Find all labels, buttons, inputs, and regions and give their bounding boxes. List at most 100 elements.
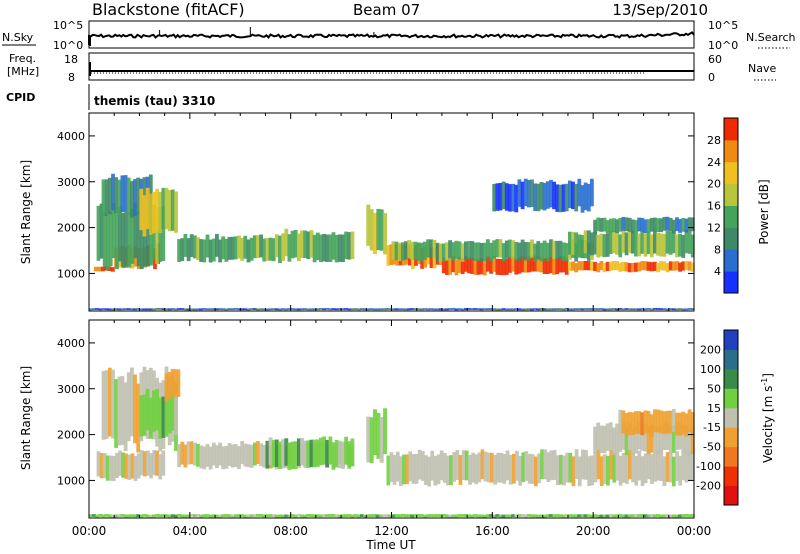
data-cell	[662, 422, 667, 451]
data-cell	[350, 231, 355, 259]
data-cell	[574, 263, 579, 273]
data-cell	[224, 514, 229, 517]
data-cell	[558, 308, 563, 310]
data-cell	[174, 308, 178, 311]
data-cell	[161, 308, 166, 310]
x-axis-label: Time UT	[365, 538, 416, 552]
data-cell	[99, 203, 104, 259]
data-cell	[136, 514, 141, 517]
data-cell	[104, 514, 109, 517]
data-cell	[369, 514, 374, 517]
data-cell	[627, 217, 632, 232]
data-cell	[360, 514, 364, 517]
data-cell	[665, 308, 670, 311]
data-cell	[631, 263, 635, 273]
data-cell	[218, 239, 222, 263]
colorbar-segment	[724, 271, 738, 294]
colorbar-segment	[724, 139, 738, 163]
data-cell	[650, 454, 654, 484]
data-cell	[681, 450, 686, 481]
data-cell	[464, 255, 468, 272]
data-cell	[495, 239, 500, 258]
data-cell	[297, 438, 301, 466]
data-cell	[515, 450, 519, 481]
data-cell	[504, 183, 509, 211]
data-cell	[508, 514, 512, 518]
data-cell	[681, 411, 686, 435]
data-cell	[303, 230, 308, 258]
data-cell	[202, 239, 207, 263]
data-cell	[643, 424, 648, 452]
data-cell	[143, 211, 147, 267]
data-cell	[309, 514, 314, 517]
data-cell	[523, 256, 528, 273]
data-cell	[152, 192, 156, 234]
data-cell	[271, 439, 276, 468]
data-cell	[290, 308, 295, 310]
data-cell	[177, 514, 181, 517]
data-cell	[593, 308, 597, 310]
data-cell	[615, 231, 619, 255]
velocity-ylabel: Slant Range [km]	[19, 366, 33, 470]
data-cell	[564, 243, 569, 262]
data-cell	[319, 514, 323, 518]
data-cell	[527, 453, 532, 484]
data-cell	[618, 234, 623, 258]
data-cell	[101, 179, 106, 217]
data-cell	[227, 236, 232, 260]
data-cell	[518, 455, 522, 486]
data-cell	[322, 514, 326, 517]
data-cell	[328, 514, 333, 517]
data-cell	[334, 234, 339, 263]
data-cell	[366, 514, 371, 518]
data-cell	[441, 243, 446, 262]
data-cell	[631, 230, 635, 254]
data-cell	[542, 240, 547, 259]
data-cell	[170, 189, 175, 231]
data-cell	[164, 373, 169, 401]
data-cell	[265, 308, 270, 311]
data-cell	[687, 308, 692, 310]
data-cell	[389, 244, 394, 265]
data-cell	[334, 514, 339, 518]
data-cell	[347, 232, 352, 260]
data-cell	[112, 203, 116, 259]
data-cell	[114, 177, 118, 214]
data-cell	[331, 308, 336, 310]
data-cell	[631, 452, 635, 483]
data-cell	[561, 242, 566, 261]
data-cell	[430, 450, 435, 481]
data-cell	[319, 437, 323, 466]
data-cell	[593, 261, 597, 272]
data-cell	[407, 514, 412, 517]
data-cell	[534, 456, 538, 487]
data-cell	[413, 308, 418, 310]
data-cell	[167, 190, 172, 232]
data-cell	[180, 308, 185, 310]
data-cell	[479, 243, 484, 262]
data-cell	[312, 514, 317, 518]
data-cell	[328, 436, 333, 464]
data-cell	[543, 449, 548, 480]
data-cell	[208, 446, 213, 470]
data-cell	[612, 260, 616, 271]
cpid-text: themis (tau) 3310	[94, 94, 215, 108]
data-cell	[524, 451, 529, 481]
data-cell	[646, 426, 651, 455]
data-cell	[621, 514, 626, 518]
data-cell	[492, 255, 497, 272]
data-cell	[593, 219, 597, 234]
data-cell	[268, 437, 273, 465]
data-cell	[186, 441, 191, 465]
data-cell	[675, 514, 679, 518]
data-cell	[665, 422, 670, 450]
data-cell	[621, 261, 626, 272]
data-cell	[395, 451, 400, 482]
data-cell	[133, 308, 137, 311]
data-cell	[498, 182, 503, 211]
data-cell	[363, 514, 367, 518]
colorbar-segment	[724, 388, 738, 409]
data-cell	[366, 416, 371, 463]
data-cell	[612, 452, 617, 483]
data-cell	[322, 233, 326, 262]
